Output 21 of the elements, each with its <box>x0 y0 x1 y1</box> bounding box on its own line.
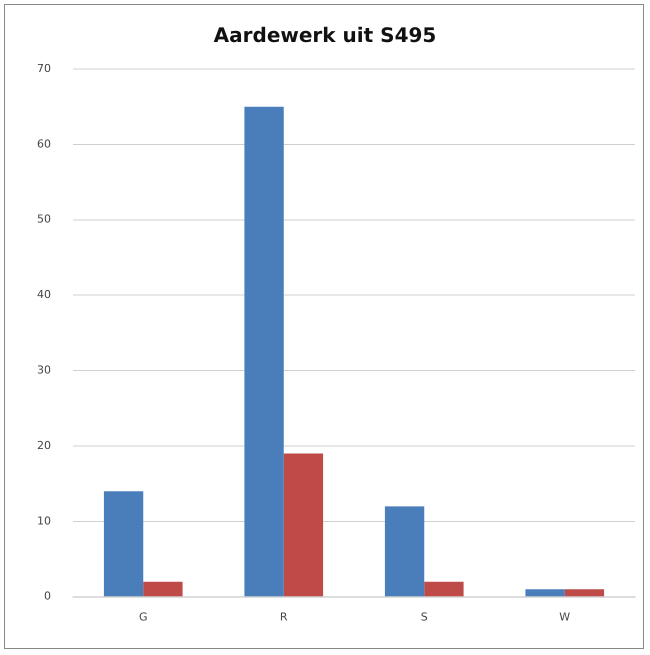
x-tick-label: G <box>138 610 148 624</box>
y-tick-label: 0 <box>44 590 51 603</box>
bar <box>424 582 464 596</box>
x-tick-label: R <box>280 610 288 624</box>
y-tick-label: 50 <box>36 212 51 226</box>
bar <box>104 491 144 596</box>
bar <box>384 506 424 596</box>
bar <box>284 454 324 596</box>
y-tick-label: 30 <box>36 363 51 376</box>
bar <box>244 106 284 596</box>
y-tick-label: 70 <box>36 62 51 75</box>
x-tick-label: S <box>420 610 428 624</box>
y-tick-label: 10 <box>36 514 51 528</box>
bar <box>525 589 565 596</box>
y-tick-label: 60 <box>36 137 51 150</box>
y-tick-label: 20 <box>36 438 51 452</box>
bar <box>143 582 183 596</box>
x-tick-label: W <box>559 610 570 624</box>
bar <box>564 589 604 596</box>
chart-title: Aardewerk uit S495 <box>214 23 436 48</box>
y-tick-label: 40 <box>36 288 51 302</box>
